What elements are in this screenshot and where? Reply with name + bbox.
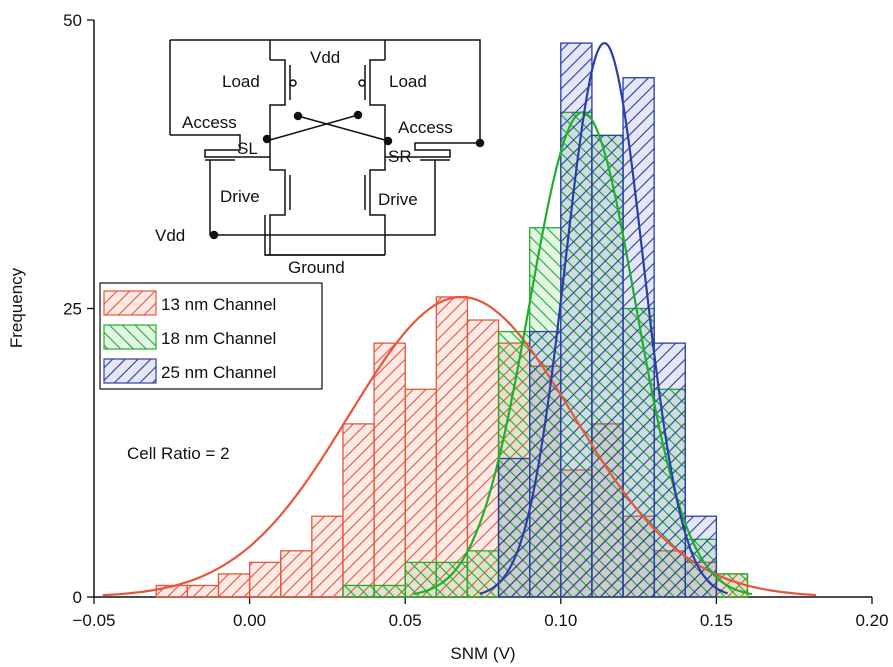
x-axis-title: SNM (V) (450, 644, 515, 663)
circuit-label-drive-right: Drive (378, 190, 418, 209)
x-tick-label: 0.20 (855, 611, 888, 630)
x-tick-label: 0.15 (700, 611, 733, 630)
histogram-bar (591, 134, 624, 598)
histogram-bar (248, 561, 282, 598)
histogram-bar (404, 561, 437, 598)
circuit-label-ground: Ground (288, 258, 345, 277)
y-axis-ticks: 0 25 50 (63, 11, 94, 607)
circuit-wire-top (170, 39, 481, 143)
legend-swatch-18nm (103, 324, 157, 350)
histogram-bar (311, 515, 344, 598)
histogram-bar (373, 342, 406, 598)
fit-curves (102, 41, 817, 597)
circuit-node-sl (262, 134, 272, 144)
histogram-bar (342, 423, 375, 598)
circuit-cross-2 (297, 115, 386, 141)
circuit-load-left (269, 59, 286, 150)
circuit-node-vdd-bottom (209, 230, 219, 240)
histogram-bar (373, 584, 406, 598)
histogram-bar (280, 550, 313, 598)
circuit-load-right (369, 59, 386, 150)
circuit-load-left-bubble (289, 79, 297, 87)
circuit-node-access-r (475, 138, 485, 148)
circuit-label-access-right: Access (398, 118, 453, 137)
circuit-label-access-left: Access (182, 113, 237, 132)
y-tick-label: 0 (73, 588, 82, 607)
inset-circuit-labels: Vdd Load Load Access Access SL SR Drive … (155, 48, 453, 277)
circuit-node-cross-r (353, 110, 363, 120)
circuit-node-cross-l (293, 111, 303, 121)
histogram-bar (435, 561, 469, 598)
histogram-bar (435, 296, 469, 598)
histogram-bar (622, 77, 655, 598)
legend-label-18nm: 18 nm Channel (161, 329, 276, 348)
x-tick-label: 0.10 (544, 611, 577, 630)
circuit-load-right-bubble (358, 79, 366, 87)
histogram-bar (466, 550, 500, 598)
y-tick-label: 50 (63, 11, 82, 30)
circuit-label-sr: SR (388, 147, 412, 166)
circuit-label-vdd-bottom: Vdd (155, 226, 185, 245)
fit-curve (479, 41, 728, 595)
histogram-bar (529, 330, 562, 598)
circuit-access-right (385, 142, 480, 158)
circuit-drive-left (269, 150, 286, 255)
y-tick-label: 25 (63, 300, 82, 319)
circuit-label-drive-left: Drive (220, 187, 260, 206)
circuit-cross-1 (269, 114, 359, 141)
fit-curve (413, 111, 753, 596)
histogram-bar (342, 584, 375, 598)
x-axis-ticks: −0.05 0.00 0.05 0.10 0.15 0.20 (72, 597, 889, 630)
legend-label-13nm: 13 nm Channel (161, 295, 276, 314)
circuit-node-sr (383, 136, 393, 146)
circuit-label-load-right: Load (389, 72, 427, 91)
circuit-vdd-bottom (209, 160, 436, 236)
circuit-label-sl: SL (237, 139, 258, 158)
legend: 13 nm Channel 18 nm Channel 25 nm Channe… (99, 282, 323, 390)
circuit-label-vdd-top: Vdd (310, 48, 340, 67)
circuit-label-load-left: Load (222, 72, 260, 91)
x-tick-label: 0.00 (233, 611, 266, 630)
circuit-drive-right (369, 150, 386, 255)
inset-sram-circuit (169, 39, 485, 256)
histogram-bars (155, 42, 749, 598)
legend-swatch-13nm (103, 290, 157, 316)
histogram-bar (560, 42, 593, 598)
x-tick-label: −0.05 (72, 611, 115, 630)
circuit-access-left (170, 134, 270, 158)
x-tick-label: 0.05 (389, 611, 422, 630)
histogram-bar (217, 573, 251, 598)
y-axis-title: Frequency (7, 267, 26, 348)
legend-label-25nm: 25 nm Channel (161, 363, 276, 382)
legend-swatch-25nm (103, 358, 157, 384)
cell-ratio-annotation: Cell Ratio = 2 (127, 444, 230, 463)
histogram-bar (186, 584, 220, 598)
